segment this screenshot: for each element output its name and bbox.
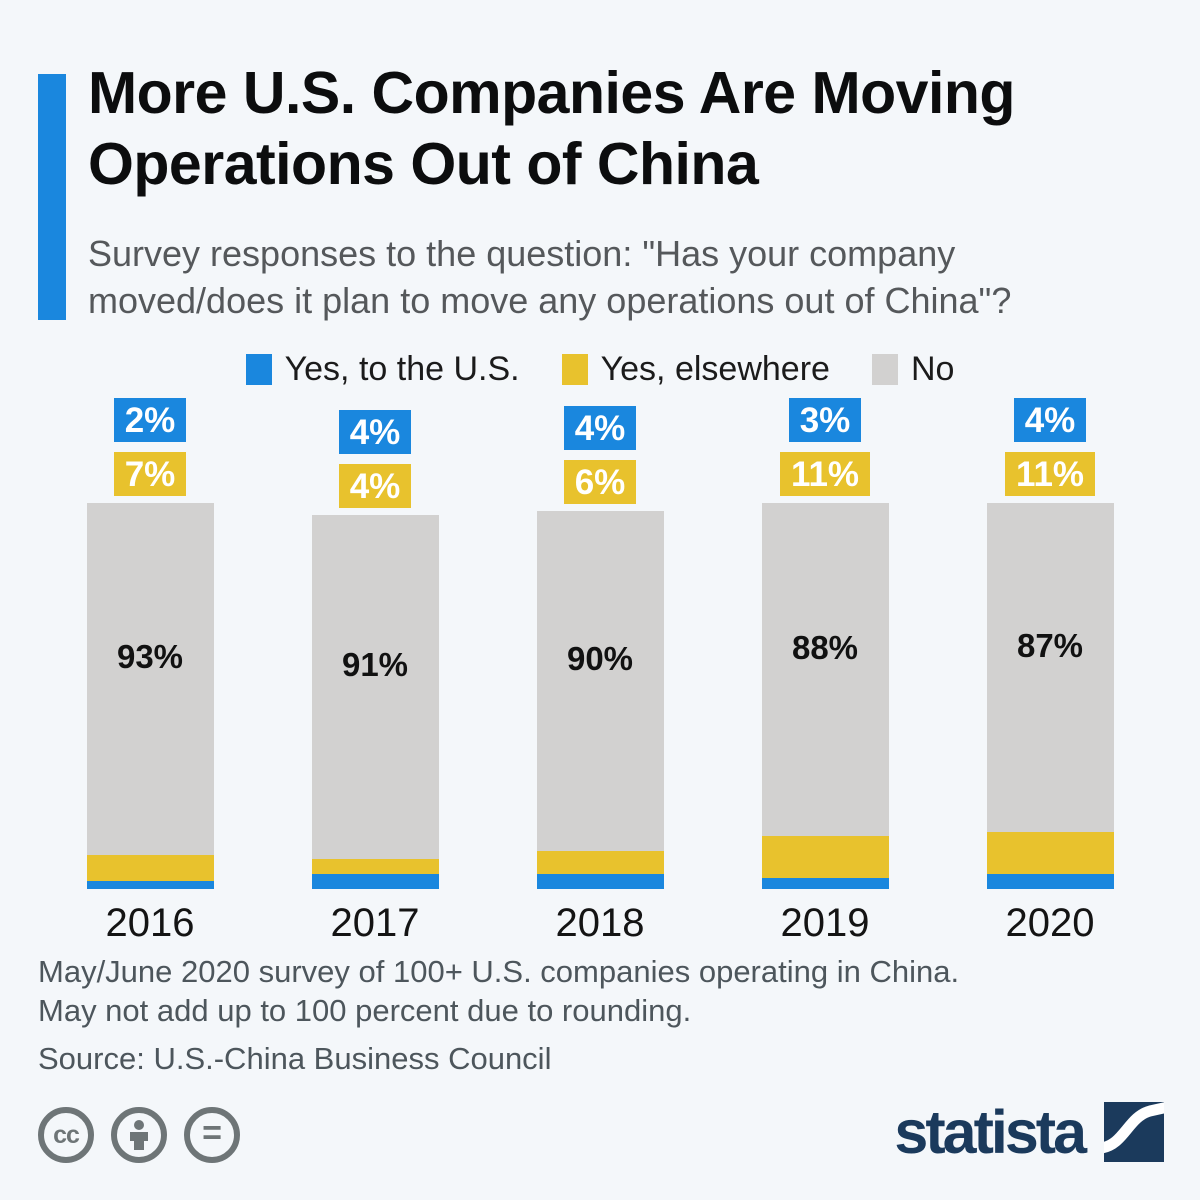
- no-percentage-label: 87%: [1016, 626, 1084, 664]
- legend-item-3: No: [871, 350, 955, 389]
- person-glyph: [130, 1120, 148, 1150]
- legend-swatch-icon: [561, 354, 588, 385]
- no-derivatives-icon: =: [184, 1107, 240, 1163]
- bar-segment-yes-us: [311, 873, 439, 889]
- bar-segment-no: 91%: [311, 514, 439, 859]
- bar-segment-yes-us: [986, 873, 1114, 889]
- bar-segment-yes-us: [761, 877, 889, 889]
- value-label-yes-us: 2%: [113, 398, 187, 443]
- bar-segment-no: 88%: [761, 503, 889, 837]
- title-accent-bar: [38, 74, 66, 320]
- legend-swatch-icon: [245, 354, 272, 385]
- page-subtitle: Survey responses to the question: "Has y…: [88, 233, 1012, 321]
- bar-segment-yes-us: [536, 873, 664, 889]
- chart-legend: Yes, to the U.S. Yes, elsewhere No: [0, 350, 1200, 389]
- bar-segment-yes-us: [86, 881, 214, 889]
- value-label-yes-elsewhere: 7%: [113, 452, 187, 497]
- year-label: 2020: [1005, 901, 1095, 945]
- bar-segment-yes-elsewhere: [536, 851, 664, 874]
- cc-icon-text: cc: [53, 1120, 80, 1149]
- footnote-line-2: May not add up to 100 percent due to rou…: [38, 993, 692, 1028]
- cc-icon: cc: [38, 1107, 94, 1163]
- value-label-yes-us: 3%: [788, 398, 862, 443]
- bar-column-2016: 2% 7% 93% 2016: [86, 395, 214, 945]
- value-label-yes-elsewhere: 11%: [1004, 452, 1096, 497]
- bar-segment-no: 93%: [86, 503, 214, 855]
- value-label-yes-elsewhere: 6%: [563, 460, 637, 505]
- legend-swatch-icon: [871, 354, 898, 385]
- footnote-line-1: May/June 2020 survey of 100+ U.S. compan…: [38, 954, 960, 989]
- bar-segment-yes-elsewhere: [86, 855, 214, 882]
- year-label: 2018: [555, 901, 645, 945]
- legend-label: No: [910, 350, 955, 388]
- no-percentage-label: 88%: [791, 628, 859, 666]
- year-label: 2019: [780, 901, 870, 945]
- cc-license-icons: cc =: [38, 1107, 240, 1163]
- statista-logo: statista: [894, 1098, 1164, 1166]
- bar-column-2019: 3% 11% 88% 2019: [761, 395, 889, 945]
- value-label-yes-us: 4%: [338, 409, 412, 454]
- no-percentage-label: 90%: [566, 640, 634, 678]
- no-percentage-label: 93%: [116, 638, 184, 676]
- value-label-yes-us: 4%: [1013, 398, 1087, 443]
- bar-segment-no: 90%: [536, 511, 664, 852]
- value-label-yes-us: 4%: [563, 406, 637, 451]
- bar-segment-yes-elsewhere: [761, 836, 889, 878]
- stacked-bar-chart: 2% 7% 93% 2016 4% 4% 91% 2017 4% 6% 90% 2018 3% 11% 88…: [0, 395, 1200, 945]
- bar-column-2017: 4% 4% 91% 2017: [311, 395, 439, 945]
- value-label-yes-elsewhere: 11%: [779, 452, 871, 497]
- bar-segment-yes-elsewhere: [986, 832, 1114, 874]
- bar-segment-no: 87%: [986, 503, 1114, 833]
- bar-column-2020: 4% 11% 87% 2020: [986, 395, 1114, 945]
- value-label-yes-elsewhere: 4%: [338, 463, 412, 508]
- bar-segment-yes-elsewhere: [311, 858, 439, 874]
- bar-column-2018: 4% 6% 90% 2018: [536, 395, 664, 945]
- page-title: More U.S. Companies Are Moving Operation…: [88, 60, 1015, 197]
- year-label: 2016: [105, 901, 195, 945]
- legend-item-1: Yes, to the U.S.: [245, 350, 520, 389]
- legend-item-2: Yes, elsewhere: [561, 350, 830, 389]
- statista-wordmark: statista: [894, 1098, 1087, 1166]
- attribution-person-icon: [111, 1107, 167, 1163]
- year-label: 2017: [330, 901, 420, 945]
- legend-label: Yes, to the U.S.: [284, 350, 520, 388]
- no-percentage-label: 91%: [341, 645, 409, 683]
- equals-glyph: =: [202, 1114, 222, 1152]
- source-line: Source: U.S.-China Business Council: [38, 1041, 552, 1076]
- statista-logo-icon: [1104, 1102, 1164, 1162]
- chart-footnote: May/June 2020 survey of 100+ U.S. compan…: [38, 952, 959, 1078]
- legend-label: Yes, elsewhere: [600, 350, 830, 388]
